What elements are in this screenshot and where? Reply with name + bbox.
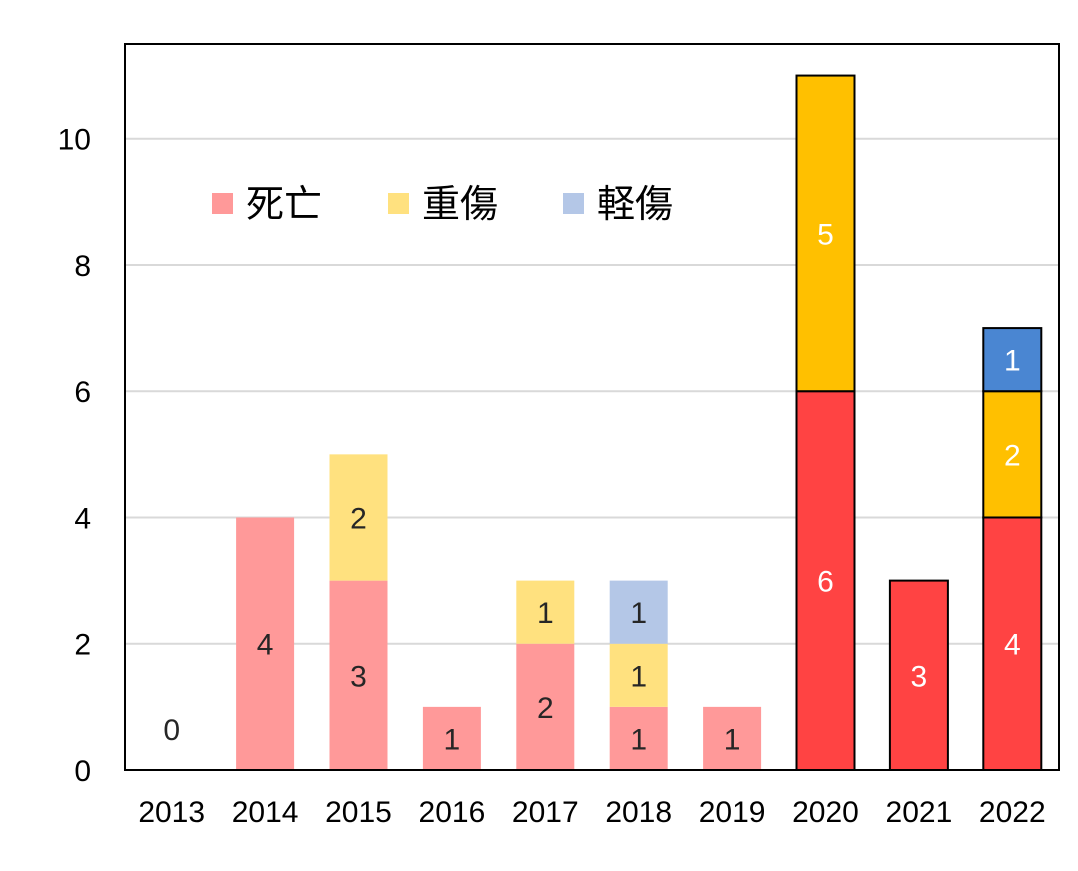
data-label: 2 bbox=[537, 692, 554, 725]
data-label: 3 bbox=[911, 660, 928, 693]
bar-segment bbox=[609, 643, 668, 707]
y-tick-label: 6 bbox=[74, 376, 91, 409]
x-tick-label: 2016 bbox=[419, 796, 486, 829]
x-tick-label: 2019 bbox=[699, 796, 766, 829]
y-tick-label: 10 bbox=[58, 124, 91, 157]
bar-segment bbox=[609, 706, 668, 770]
data-labels: 0 4 3 2 1 2 1 1 1 1 1 6 5 3 4 2 1 bbox=[163, 218, 1020, 756]
data-label: 1 bbox=[724, 723, 741, 756]
data-label: 4 bbox=[1004, 629, 1021, 662]
bar-segment bbox=[236, 517, 295, 770]
data-label: 2 bbox=[1004, 439, 1021, 472]
data-label: 0 bbox=[163, 714, 180, 747]
data-label: 1 bbox=[630, 597, 647, 630]
x-tick-label: 2021 bbox=[886, 796, 953, 829]
data-label: 3 bbox=[350, 660, 367, 693]
data-label: 1 bbox=[537, 597, 554, 630]
bar-segment bbox=[329, 580, 388, 770]
y-tick-label: 0 bbox=[74, 755, 91, 788]
x-tick-label: 2014 bbox=[232, 796, 299, 829]
bar-segment bbox=[516, 643, 575, 770]
bar-segment bbox=[888, 579, 949, 772]
legend: 死亡 重傷 軽傷 bbox=[212, 182, 673, 226]
data-label: 2 bbox=[350, 502, 367, 535]
bar-segment bbox=[795, 74, 856, 393]
x-tick-label: 2018 bbox=[605, 796, 672, 829]
data-label: 1 bbox=[630, 723, 647, 756]
x-tick-label: 2013 bbox=[138, 796, 205, 829]
data-label: 5 bbox=[817, 218, 834, 251]
bar-segment bbox=[422, 706, 481, 770]
data-label: 6 bbox=[817, 566, 834, 599]
legend-label: 死亡 bbox=[246, 182, 322, 226]
data-label: 1 bbox=[1004, 345, 1021, 378]
bar-segment bbox=[516, 580, 575, 644]
legend-label: 軽傷 bbox=[597, 182, 673, 226]
bar-segment bbox=[982, 327, 1043, 393]
legend-swatch bbox=[388, 193, 409, 214]
x-tick-label: 2022 bbox=[979, 796, 1046, 829]
bar-segment bbox=[703, 706, 762, 770]
legend-label: 重傷 bbox=[422, 182, 498, 226]
y-tick-label: 4 bbox=[74, 502, 91, 535]
y-tick-label: 2 bbox=[74, 629, 91, 662]
plot-area-border bbox=[124, 43, 1060, 771]
data-label: 1 bbox=[444, 723, 461, 756]
x-tick-label: 2017 bbox=[512, 796, 579, 829]
legend-swatch bbox=[212, 193, 233, 214]
legend-swatch bbox=[563, 193, 584, 214]
x-tick-label: 2015 bbox=[325, 796, 392, 829]
x-tick-label: 2020 bbox=[792, 796, 859, 829]
data-label: 4 bbox=[257, 629, 274, 662]
bar-segment bbox=[329, 454, 388, 581]
bars bbox=[236, 74, 1043, 772]
x-axis-ticks: 2013 2014 2015 2016 2017 2018 2019 2020 2021 2022 bbox=[138, 796, 1045, 829]
data-label: 1 bbox=[630, 660, 647, 693]
y-axis-ticks: 0 2 4 6 8 10 bbox=[58, 124, 91, 788]
y-tick-label: 8 bbox=[74, 250, 91, 283]
bar-segment bbox=[609, 580, 668, 644]
